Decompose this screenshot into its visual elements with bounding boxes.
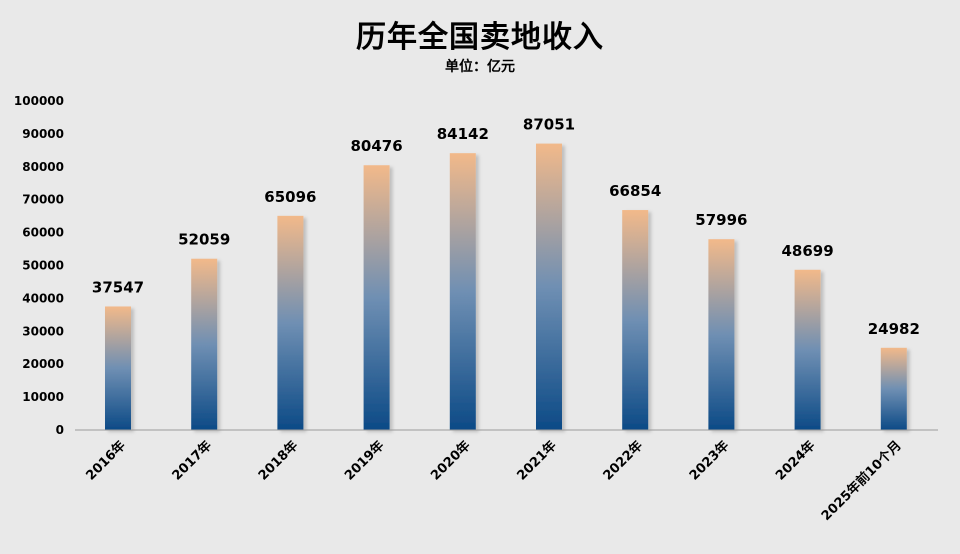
bar	[191, 258, 218, 430]
x-tick-label: 2023年	[686, 438, 732, 484]
y-tick-label: 40000	[22, 291, 64, 305]
y-tick-label: 70000	[22, 193, 64, 207]
data-label: 48699	[782, 242, 834, 260]
bar	[708, 239, 735, 430]
data-label: 65096	[264, 188, 316, 206]
bar	[277, 215, 304, 430]
y-tick-label: 10000	[22, 390, 64, 404]
bar	[449, 153, 476, 430]
x-tick-label: 2024年	[772, 438, 818, 484]
data-label: 37547	[92, 278, 144, 296]
data-label: 66854	[609, 182, 661, 200]
x-axis: 2016年 2017年 2018年 2019年 2020年 2021年 2022年 2023年…	[75, 429, 938, 524]
y-tick-label: 60000	[22, 226, 64, 240]
y-axis: 0 10000 20000 30000 40000 50000 60000 70000 8000…	[14, 94, 64, 437]
data-label: 84142	[437, 125, 489, 143]
y-tick-label: 50000	[22, 259, 64, 273]
chart-subtitle: 单位：亿元	[445, 59, 515, 75]
x-tick-label: 2022年	[600, 438, 646, 484]
x-tick-label: 2020年	[428, 438, 474, 484]
y-tick-label: 100000	[14, 94, 64, 108]
bar	[536, 143, 562, 430]
x-tick-label: 2019年	[341, 438, 387, 484]
y-tick-label: 20000	[22, 357, 64, 371]
data-label: 57996	[695, 211, 747, 229]
bar	[363, 165, 390, 431]
x-tick-label: 2017年	[169, 438, 215, 484]
bar	[794, 269, 821, 430]
x-tick-label: 2025年前10个月	[818, 438, 904, 524]
x-tick-label: 2021年	[514, 438, 560, 484]
bar	[880, 347, 907, 430]
x-tick-label: 2018年	[255, 438, 301, 484]
bar	[105, 306, 131, 430]
data-label: 80476	[351, 137, 403, 155]
y-tick-label: 90000	[22, 127, 64, 141]
y-tick-label: 30000	[22, 324, 64, 338]
x-tick-label: 2016年	[83, 438, 129, 484]
y-tick-label: 0	[56, 423, 64, 437]
data-label: 87051	[523, 116, 575, 134]
y-tick-label: 80000	[22, 160, 64, 174]
bar	[622, 210, 649, 430]
data-label: 24982	[868, 320, 920, 338]
data-label: 52059	[178, 231, 230, 249]
bars-group: 37547 52059 65096 80476 84142 87051 66854 57996…	[92, 116, 920, 431]
chart-title: 历年全国卖地收入	[356, 20, 604, 55]
